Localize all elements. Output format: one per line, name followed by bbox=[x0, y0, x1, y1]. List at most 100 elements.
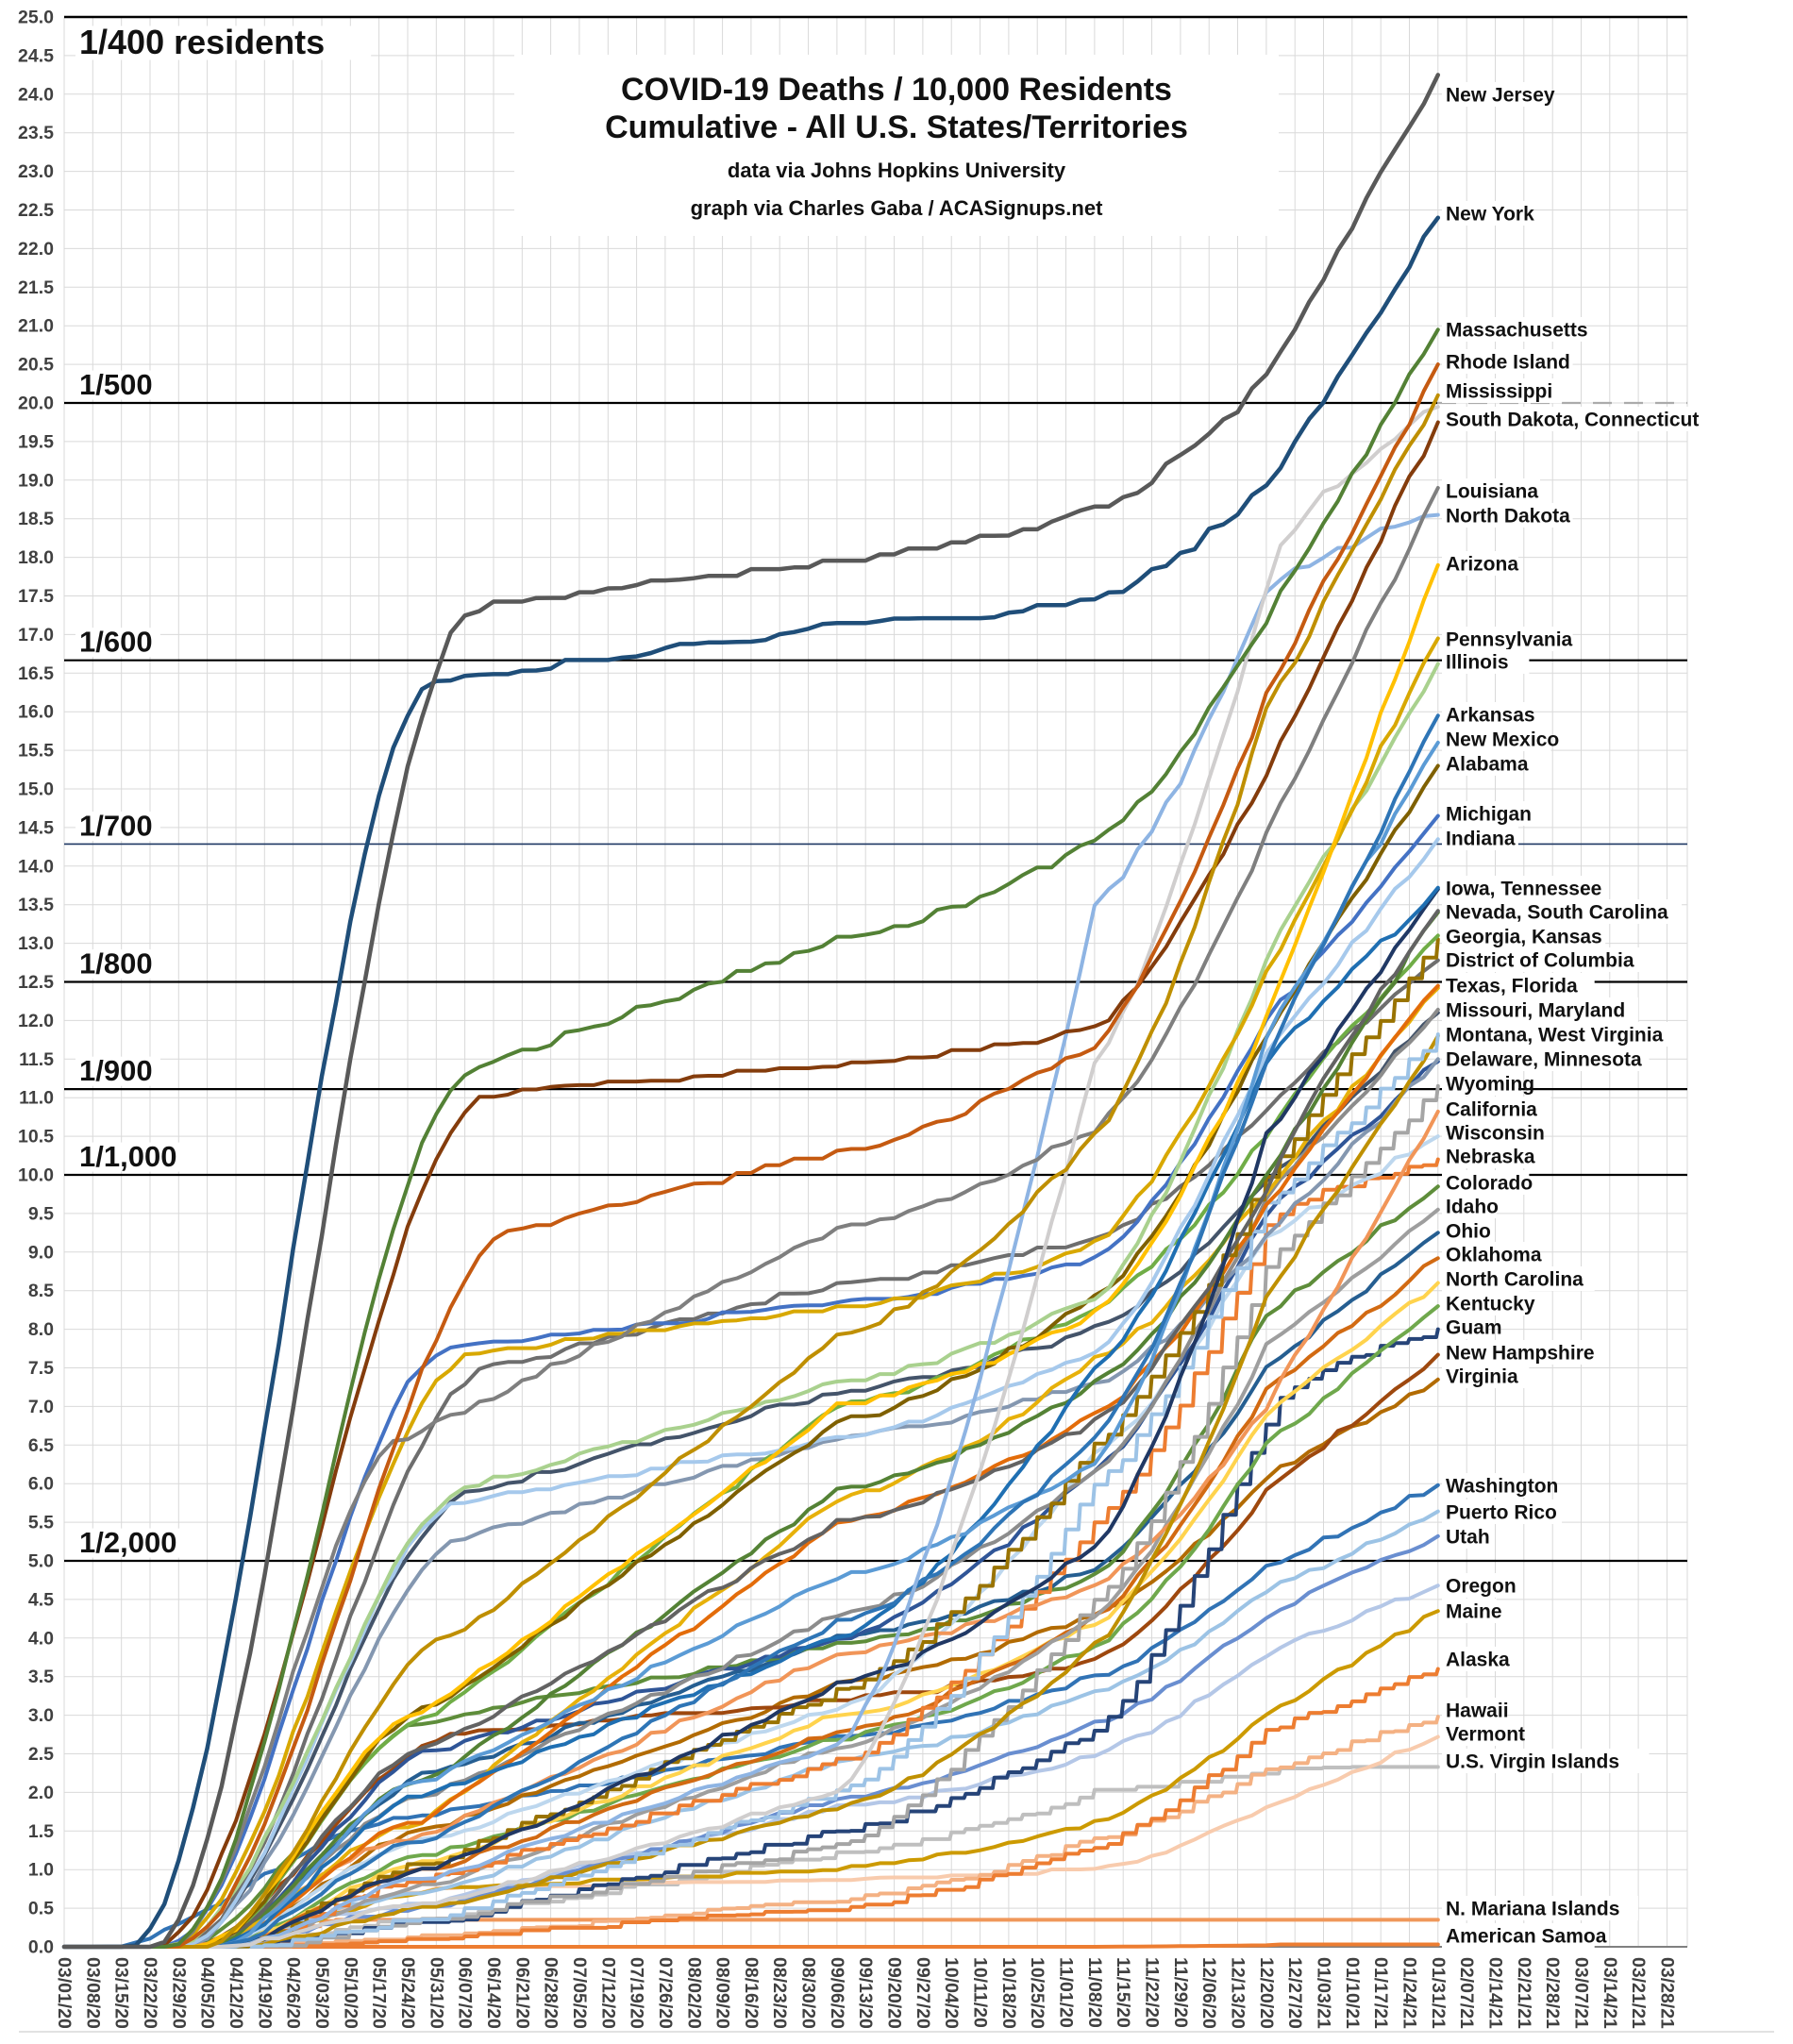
svg-text:01/31/21: 01/31/21 bbox=[1428, 1957, 1449, 2029]
svg-text:10/11/20: 10/11/20 bbox=[970, 1957, 991, 2028]
svg-text:06/21/20: 06/21/20 bbox=[511, 1957, 532, 2029]
svg-text:0.0: 0.0 bbox=[28, 1937, 54, 1958]
svg-text:8.5: 8.5 bbox=[28, 1281, 54, 1301]
svg-text:1/1,000: 1/1,000 bbox=[79, 1140, 176, 1173]
svg-text:New Jersey: New Jersey bbox=[1446, 85, 1555, 107]
svg-text:03/14/21: 03/14/21 bbox=[1600, 1957, 1620, 2029]
svg-text:New York: New York bbox=[1446, 204, 1534, 226]
svg-text:3.5: 3.5 bbox=[28, 1667, 54, 1687]
svg-text:Nevada, South Carolina: Nevada, South Carolina bbox=[1446, 902, 1668, 924]
svg-text:17.5: 17.5 bbox=[18, 586, 54, 607]
svg-text:08/16/20: 08/16/20 bbox=[741, 1957, 762, 2029]
svg-text:08/23/20: 08/23/20 bbox=[769, 1957, 790, 2029]
svg-text:14.5: 14.5 bbox=[18, 817, 54, 838]
svg-text:04/12/20: 04/12/20 bbox=[226, 1957, 246, 2029]
svg-text:Utah: Utah bbox=[1446, 1527, 1490, 1549]
svg-text:Alaska: Alaska bbox=[1446, 1650, 1510, 1671]
svg-text:Oregon: Oregon bbox=[1446, 1576, 1517, 1598]
svg-text:Maine: Maine bbox=[1446, 1601, 1502, 1623]
svg-text:Nebraska: Nebraska bbox=[1446, 1147, 1535, 1168]
svg-text:8.0: 8.0 bbox=[28, 1319, 54, 1340]
svg-text:Puerto Rico: Puerto Rico bbox=[1446, 1502, 1557, 1524]
svg-text:New Mexico: New Mexico bbox=[1446, 729, 1559, 751]
svg-text:Montana, West Virginia: Montana, West Virginia bbox=[1446, 1025, 1664, 1047]
svg-text:Wisconsin: Wisconsin bbox=[1446, 1123, 1545, 1145]
svg-text:1/400 residents: 1/400 residents bbox=[79, 23, 325, 61]
svg-text:South Dakota, Connecticut: South Dakota, Connecticut bbox=[1446, 410, 1699, 431]
svg-text:04/19/20: 04/19/20 bbox=[254, 1957, 275, 2029]
svg-text:08/02/20: 08/02/20 bbox=[683, 1957, 704, 2029]
svg-text:5.5: 5.5 bbox=[28, 1513, 54, 1533]
svg-text:4.5: 4.5 bbox=[28, 1589, 54, 1610]
svg-text:20.0: 20.0 bbox=[18, 394, 54, 414]
svg-text:12/27/20: 12/27/20 bbox=[1284, 1957, 1305, 2029]
svg-text:North Carolina: North Carolina bbox=[1446, 1269, 1584, 1291]
svg-text:1.5: 1.5 bbox=[28, 1821, 54, 1842]
svg-text:03/22/20: 03/22/20 bbox=[140, 1957, 160, 2029]
svg-text:Massachusetts: Massachusetts bbox=[1446, 320, 1588, 342]
svg-text:North Dakota: North Dakota bbox=[1446, 506, 1570, 528]
svg-text:Alabama: Alabama bbox=[1446, 754, 1529, 776]
svg-text:11.5: 11.5 bbox=[19, 1049, 54, 1070]
svg-text:2.0: 2.0 bbox=[28, 1783, 54, 1803]
svg-text:Delaware, Minnesota: Delaware, Minnesota bbox=[1446, 1049, 1642, 1071]
svg-text:10/25/20: 10/25/20 bbox=[1027, 1957, 1047, 2029]
svg-text:Arizona: Arizona bbox=[1446, 554, 1518, 576]
svg-text:03/28/21: 03/28/21 bbox=[1657, 1957, 1678, 2029]
svg-text:05/24/20: 05/24/20 bbox=[397, 1957, 418, 2029]
svg-text:21.0: 21.0 bbox=[18, 316, 54, 337]
svg-text:Texas, Florida: Texas, Florida bbox=[1446, 976, 1578, 997]
svg-text:Washington: Washington bbox=[1446, 1476, 1558, 1498]
svg-text:Ohio: Ohio bbox=[1446, 1221, 1491, 1243]
svg-text:1/500: 1/500 bbox=[79, 368, 153, 401]
svg-text:5.0: 5.0 bbox=[28, 1551, 54, 1572]
svg-text:15.5: 15.5 bbox=[18, 741, 54, 762]
svg-text:Colorado: Colorado bbox=[1446, 1173, 1533, 1195]
svg-text:Pennsylvania: Pennsylvania bbox=[1446, 629, 1573, 651]
svg-text:7.5: 7.5 bbox=[28, 1358, 54, 1379]
svg-text:11/15/20: 11/15/20 bbox=[1113, 1957, 1133, 2028]
svg-text:2.5: 2.5 bbox=[28, 1744, 54, 1765]
svg-text:Idaho: Idaho bbox=[1446, 1197, 1499, 1218]
svg-text:11.0: 11.0 bbox=[19, 1088, 54, 1109]
svg-text:COVID-19 Deaths / 10,000 Resid: COVID-19 Deaths / 10,000 Residents bbox=[621, 72, 1172, 108]
svg-text:11/22/20: 11/22/20 bbox=[1142, 1957, 1163, 2028]
svg-text:20.5: 20.5 bbox=[18, 355, 54, 376]
svg-text:10.5: 10.5 bbox=[18, 1127, 54, 1148]
svg-text:Indiana: Indiana bbox=[1446, 829, 1516, 850]
svg-text:06/28/20: 06/28/20 bbox=[541, 1957, 561, 2029]
svg-text:01/24/21: 01/24/21 bbox=[1399, 1957, 1420, 2029]
svg-text:1/900: 1/900 bbox=[79, 1054, 153, 1087]
svg-text:04/26/20: 04/26/20 bbox=[283, 1957, 304, 2029]
svg-text:3.0: 3.0 bbox=[28, 1705, 54, 1726]
svg-text:07/05/20: 07/05/20 bbox=[569, 1957, 590, 2029]
svg-text:New Hampshire: New Hampshire bbox=[1446, 1343, 1595, 1365]
svg-text:01/17/21: 01/17/21 bbox=[1370, 1957, 1391, 2029]
svg-text:01/03/21: 01/03/21 bbox=[1314, 1957, 1334, 2029]
svg-text:Cumulative - All U.S. States/T: Cumulative - All U.S. States/Territories bbox=[605, 109, 1188, 145]
svg-text:11/08/20: 11/08/20 bbox=[1084, 1957, 1105, 2028]
svg-text:16.0: 16.0 bbox=[18, 702, 54, 723]
svg-text:4.0: 4.0 bbox=[28, 1628, 54, 1649]
svg-text:Michigan: Michigan bbox=[1446, 804, 1532, 826]
svg-text:09/06/20: 09/06/20 bbox=[827, 1957, 847, 2029]
svg-text:16.5: 16.5 bbox=[18, 663, 54, 684]
svg-text:09/20/20: 09/20/20 bbox=[884, 1957, 905, 2029]
svg-text:1.0: 1.0 bbox=[28, 1860, 54, 1881]
svg-text:14.0: 14.0 bbox=[18, 856, 54, 877]
svg-text:data via Johns Hopkins Univers: data via Johns Hopkins University bbox=[728, 159, 1066, 182]
svg-text:Guam: Guam bbox=[1446, 1317, 1502, 1339]
svg-text:1/700: 1/700 bbox=[79, 809, 153, 842]
svg-text:05/31/20: 05/31/20 bbox=[426, 1957, 446, 2029]
svg-text:Rhode Island: Rhode Island bbox=[1446, 352, 1570, 374]
svg-text:18.0: 18.0 bbox=[18, 547, 54, 568]
svg-text:08/30/20: 08/30/20 bbox=[798, 1957, 819, 2029]
svg-text:Louisiana: Louisiana bbox=[1446, 481, 1538, 503]
svg-text:Iowa, Tennessee: Iowa, Tennessee bbox=[1446, 879, 1601, 900]
svg-text:07/26/20: 07/26/20 bbox=[655, 1957, 676, 2029]
svg-text:1/2,000: 1/2,000 bbox=[79, 1526, 176, 1559]
svg-text:22.5: 22.5 bbox=[18, 200, 54, 221]
svg-text:11/01/20: 11/01/20 bbox=[1056, 1957, 1077, 2028]
svg-text:12/06/20: 12/06/20 bbox=[1198, 1957, 1219, 2029]
svg-text:07/12/20: 07/12/20 bbox=[597, 1957, 618, 2029]
